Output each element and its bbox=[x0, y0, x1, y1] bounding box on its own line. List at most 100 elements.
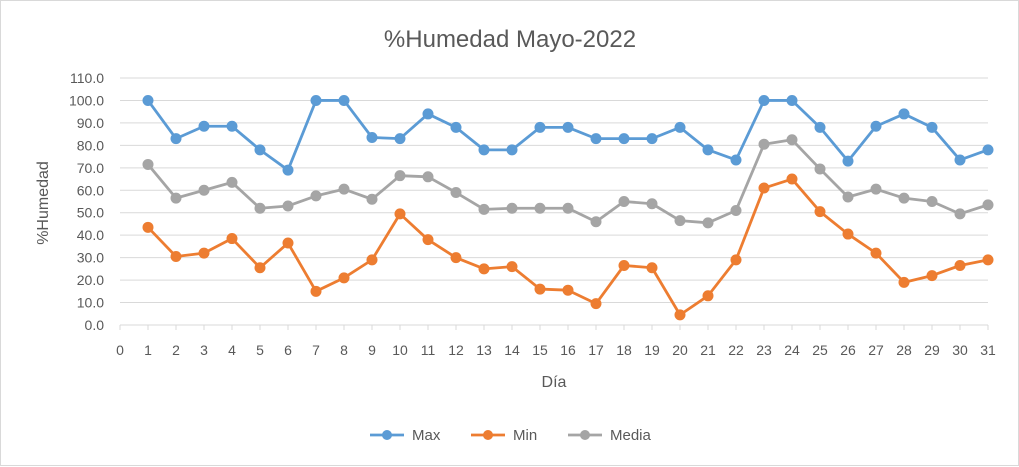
data-point-max bbox=[870, 120, 882, 132]
x-tick-label: 23 bbox=[756, 342, 772, 358]
data-point-media bbox=[170, 192, 182, 204]
data-point-min bbox=[254, 262, 266, 274]
data-point-max bbox=[674, 121, 686, 133]
x-tick-label: 15 bbox=[532, 342, 548, 358]
data-point-max bbox=[226, 120, 238, 132]
data-point-max bbox=[506, 144, 518, 156]
y-tick-label: 20.0 bbox=[77, 272, 104, 288]
axes: 0.0 10.0 20.0 30.0 40.0 50.0 60.0 70.0 80.0 90.0 1… bbox=[69, 70, 996, 358]
data-point-max bbox=[142, 94, 154, 106]
data-point-min bbox=[198, 247, 210, 259]
data-point-max bbox=[954, 154, 966, 166]
data-point-media bbox=[898, 192, 910, 204]
data-point-media bbox=[450, 187, 462, 199]
data-point-min bbox=[226, 233, 238, 245]
data-point-media bbox=[618, 196, 630, 207]
data-point-max bbox=[534, 121, 546, 133]
data-point-max bbox=[310, 94, 322, 106]
data-point-media bbox=[366, 193, 378, 205]
x-tick-label: 21 bbox=[700, 342, 716, 358]
data-point-media bbox=[310, 190, 322, 202]
y-axis-label: %Humedad bbox=[35, 161, 52, 245]
data-point-media bbox=[254, 202, 266, 214]
data-point-min bbox=[786, 173, 798, 185]
data-point-max bbox=[842, 155, 854, 167]
y-tick-label: 100.0 bbox=[69, 92, 104, 108]
data-point-max bbox=[254, 144, 266, 156]
data-point-min bbox=[534, 283, 546, 295]
x-tick-label: 6 bbox=[284, 342, 292, 358]
data-point-min bbox=[366, 254, 378, 266]
data-point-min bbox=[982, 254, 994, 266]
data-point-media bbox=[870, 183, 882, 195]
data-point-min bbox=[730, 254, 742, 266]
legend-label-min: Min bbox=[513, 427, 537, 444]
x-tick-label: 30 bbox=[952, 342, 968, 358]
data-point-max bbox=[618, 133, 630, 145]
x-tick-label: 27 bbox=[868, 342, 884, 358]
series-layer bbox=[142, 94, 994, 321]
y-tick-label: 110.0 bbox=[70, 70, 104, 86]
legend: Max Min Media bbox=[370, 427, 652, 444]
x-tick-label: 2 bbox=[172, 342, 180, 358]
data-point-media bbox=[562, 202, 574, 214]
x-tick-label: 10 bbox=[392, 342, 408, 358]
data-point-media bbox=[842, 191, 854, 203]
x-tick-label: 29 bbox=[924, 342, 940, 358]
data-point-media bbox=[422, 171, 434, 183]
x-tick-label: 13 bbox=[476, 342, 492, 358]
data-point-media bbox=[954, 208, 966, 220]
data-point-min bbox=[646, 262, 658, 274]
data-point-media bbox=[786, 134, 798, 146]
data-point-min bbox=[674, 309, 686, 321]
legend-marker-max bbox=[382, 430, 392, 440]
data-point-min bbox=[142, 221, 154, 233]
data-point-max bbox=[450, 121, 462, 133]
data-point-max bbox=[702, 144, 714, 156]
data-point-media bbox=[534, 202, 546, 214]
data-point-max bbox=[394, 133, 406, 145]
data-point-min bbox=[842, 228, 854, 240]
series-line-max bbox=[146, 99, 989, 172]
data-point-media bbox=[758, 138, 770, 150]
data-point-media bbox=[282, 200, 294, 212]
x-tick-label: 11 bbox=[421, 342, 436, 358]
data-point-min bbox=[562, 284, 574, 296]
data-point-max bbox=[590, 133, 602, 145]
data-point-media bbox=[982, 199, 994, 211]
data-point-max bbox=[198, 120, 210, 132]
x-tick-label: 18 bbox=[616, 342, 632, 358]
data-point-min bbox=[590, 298, 602, 310]
data-point-media bbox=[926, 196, 938, 207]
legend-marker-media bbox=[580, 430, 590, 440]
data-point-max bbox=[758, 94, 770, 106]
x-tick-label: 12 bbox=[448, 342, 464, 358]
data-point-min bbox=[870, 247, 882, 259]
data-point-min bbox=[814, 206, 826, 218]
x-axis-label: Día bbox=[542, 374, 567, 391]
x-tick-label: 1 bbox=[144, 342, 152, 358]
data-point-media bbox=[702, 217, 714, 229]
data-point-media bbox=[590, 216, 602, 228]
data-point-media bbox=[338, 183, 350, 195]
data-point-min bbox=[394, 208, 406, 220]
data-point-max bbox=[170, 133, 182, 145]
data-point-media bbox=[814, 163, 826, 175]
legend-marker-min bbox=[483, 430, 493, 440]
data-point-min bbox=[926, 270, 938, 282]
data-point-max bbox=[282, 164, 294, 176]
y-tick-label: 0.0 bbox=[85, 317, 105, 333]
data-point-max bbox=[786, 94, 798, 106]
x-tick-label: 17 bbox=[588, 342, 604, 358]
data-point-min bbox=[422, 234, 434, 246]
x-tick-label: 16 bbox=[560, 342, 576, 358]
x-tick-label: 26 bbox=[840, 342, 856, 358]
data-point-max bbox=[926, 121, 938, 133]
data-point-max bbox=[730, 154, 742, 166]
x-tick-label: 4 bbox=[228, 342, 236, 358]
data-point-min bbox=[170, 251, 182, 263]
x-tick-label: 5 bbox=[256, 342, 264, 358]
data-point-min bbox=[450, 252, 462, 264]
legend-label-media: Media bbox=[610, 427, 652, 444]
